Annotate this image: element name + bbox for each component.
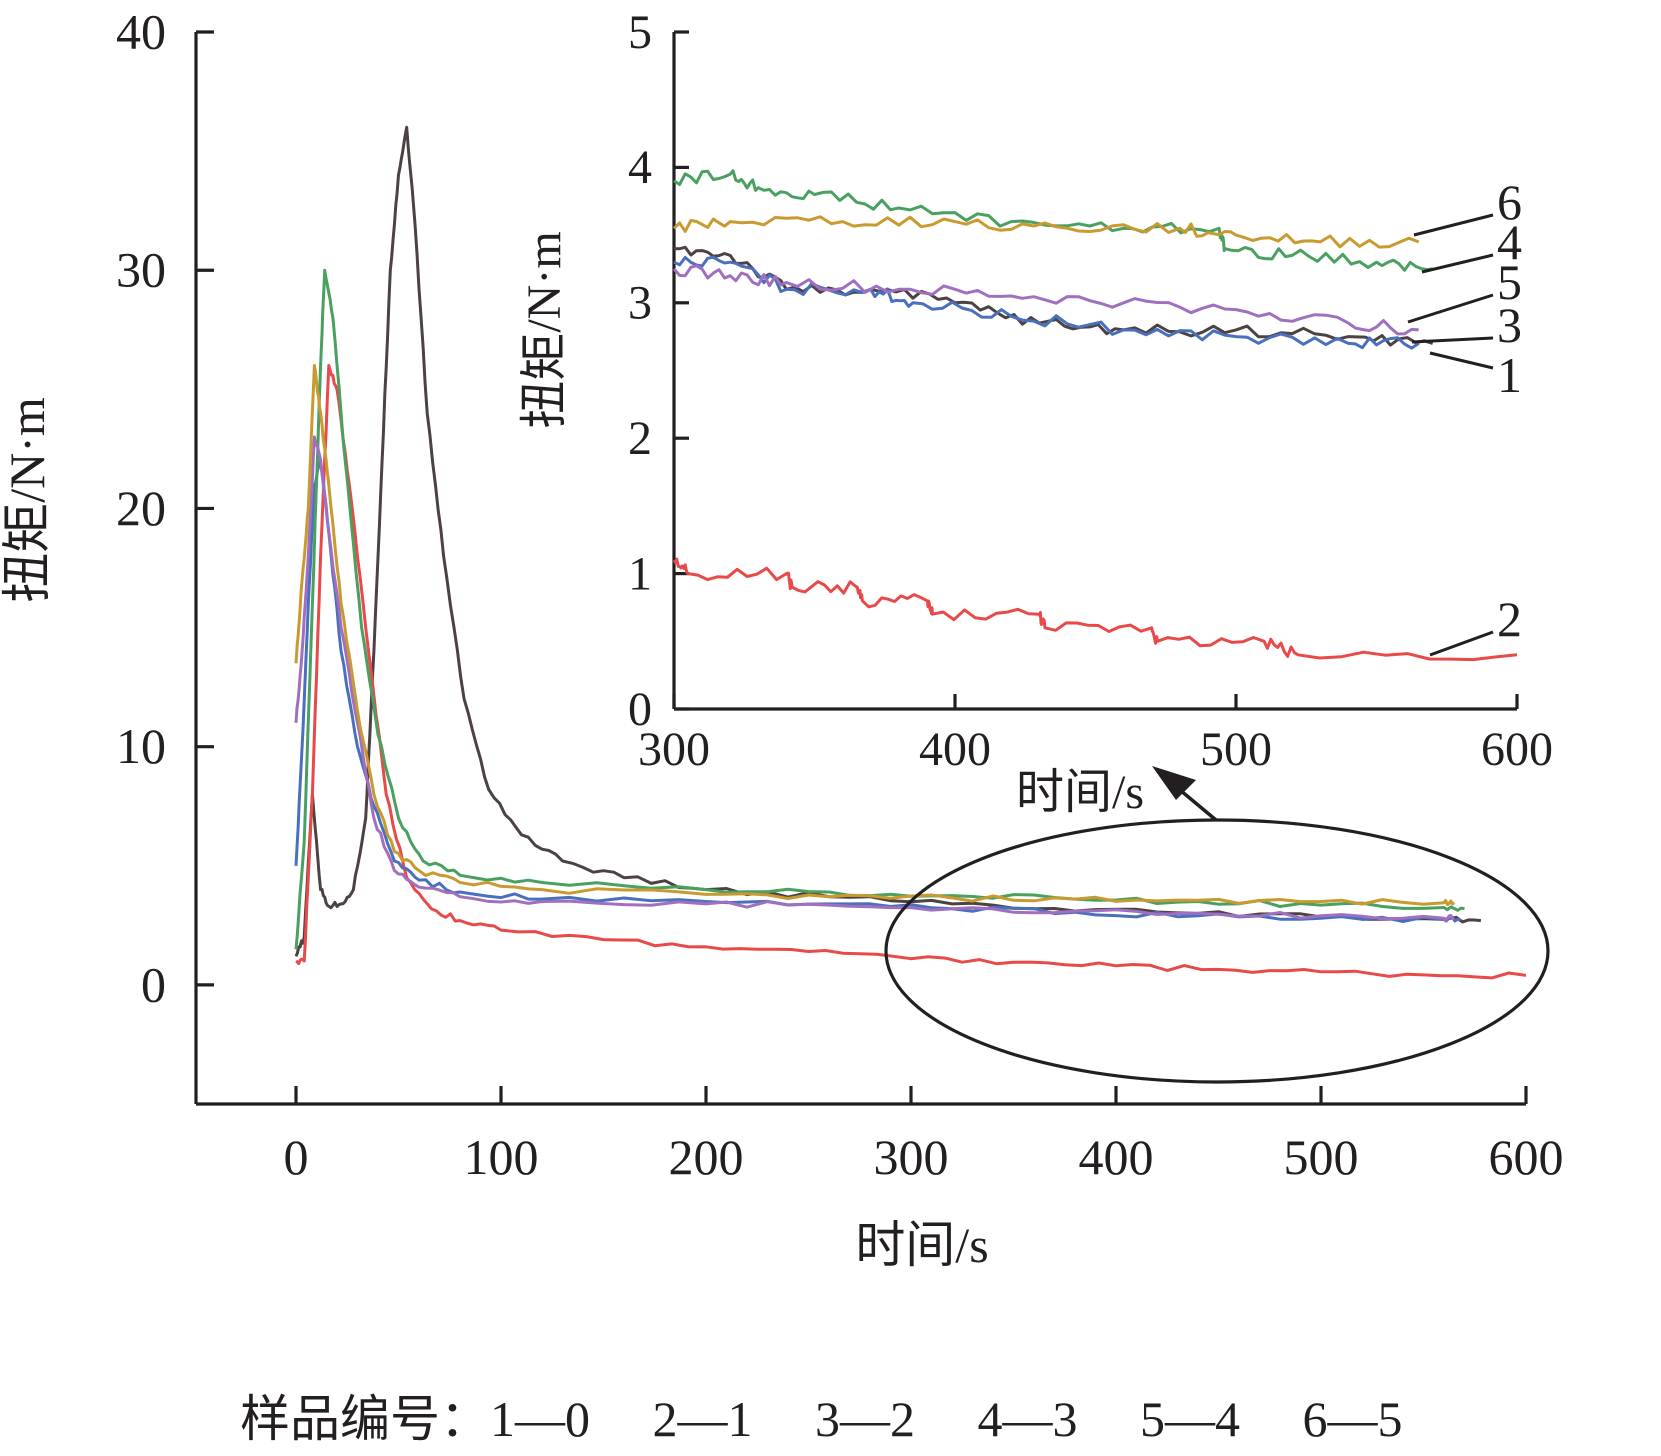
main-y-axis-title: 扭矩/N·m (0, 397, 55, 603)
inset-leader-5 (1407, 293, 1494, 324)
main-xtick-label: 200 (669, 1129, 744, 1185)
inset-series-line-5 (672, 264, 1419, 336)
main-ytick-label: 10 (116, 718, 166, 774)
main-xtick-label: 600 (1489, 1129, 1564, 1185)
inset-series-label: 1 (1497, 347, 1522, 403)
main-series-line-3 (294, 459, 1462, 923)
sample-legend: 样品编号：1—0 2—1 3—2 4—3 5—4 6—5 (240, 1391, 1403, 1447)
inset-leader-2 (1429, 630, 1494, 657)
main-xtick-label: 400 (1079, 1129, 1154, 1185)
main-xtick-label: 300 (874, 1129, 949, 1185)
inset-y-axis-title: 扭矩/N·m (518, 231, 571, 428)
main-series-line-6 (294, 364, 1456, 906)
inset-ytick-label: 2 (628, 412, 652, 465)
inset-xtick-label: 400 (919, 723, 991, 776)
inset-xtick-label: 300 (638, 723, 710, 776)
inset-leader-4 (1421, 253, 1494, 274)
inset-xtick-label: 600 (1481, 723, 1553, 776)
inset-axes (672, 30, 1519, 711)
inset-x-axis-title: 时间/s (1016, 766, 1144, 819)
main-series-line-5 (294, 435, 1455, 923)
inset-ytick-label: 0 (628, 683, 652, 736)
main-ytick-label: 0 (141, 956, 166, 1012)
main-axes (194, 30, 1528, 1106)
inset-ytick-label: 3 (628, 277, 652, 330)
inset-ytick-label: 1 (628, 547, 652, 600)
inset-series-line-3 (673, 255, 1420, 350)
zoom-arrow-shaft (1178, 788, 1218, 822)
main-x-axis-title: 时间/s (855, 1217, 988, 1273)
main-xtick-label: 100 (464, 1129, 539, 1185)
inset-leader-1 (1429, 351, 1494, 370)
main-ytick-label: 20 (116, 480, 166, 536)
inset-series-line-6 (672, 215, 1420, 249)
main-series-line-2 (295, 364, 1527, 980)
main-series-line-4 (294, 268, 1465, 950)
inset-series-label: 3 (1497, 297, 1522, 353)
inset-ytick-label: 4 (628, 141, 652, 194)
inset-series-label: 5 (1497, 254, 1522, 310)
zoom-callout (884, 766, 1550, 1084)
main-xtick-label: 500 (1284, 1129, 1359, 1185)
inset-leader-3 (1411, 336, 1494, 344)
inset-series-label: 6 (1497, 174, 1522, 230)
inset-leader-6 (1413, 213, 1494, 237)
inset-series-line-4 (673, 169, 1433, 272)
zoom-ellipse (884, 818, 1550, 1084)
inset-series-line-2 (672, 557, 1518, 662)
inset-series-label: 2 (1497, 591, 1522, 647)
inset-xtick-label: 500 (1200, 723, 1272, 776)
main-ytick-label: 30 (116, 242, 166, 298)
main-xtick-label: 0 (284, 1129, 309, 1185)
inset-series-label: 4 (1497, 214, 1522, 270)
main-series-line-1 (294, 125, 1482, 957)
inset-ytick-label: 5 (628, 6, 652, 59)
zoom-arrow-head (1152, 766, 1196, 800)
main-ytick-label: 40 (116, 4, 166, 60)
